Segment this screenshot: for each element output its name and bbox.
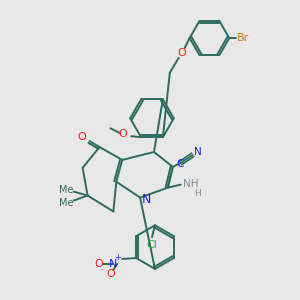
Text: N: N — [194, 147, 201, 157]
Text: O: O — [106, 269, 115, 279]
Text: H: H — [194, 189, 201, 198]
Text: N: N — [141, 193, 151, 206]
Text: Me: Me — [58, 199, 73, 208]
Text: ⁻: ⁻ — [99, 266, 104, 275]
Text: NH: NH — [183, 179, 198, 189]
Text: Me: Me — [58, 184, 73, 195]
Text: O: O — [77, 132, 86, 142]
Text: O: O — [177, 48, 186, 58]
Text: O: O — [94, 259, 103, 269]
Text: Cl: Cl — [146, 240, 158, 250]
Text: Br: Br — [237, 33, 249, 43]
Text: C: C — [176, 159, 183, 169]
Text: N: N — [109, 259, 118, 269]
Text: O: O — [119, 129, 128, 139]
Text: +: + — [114, 253, 121, 262]
